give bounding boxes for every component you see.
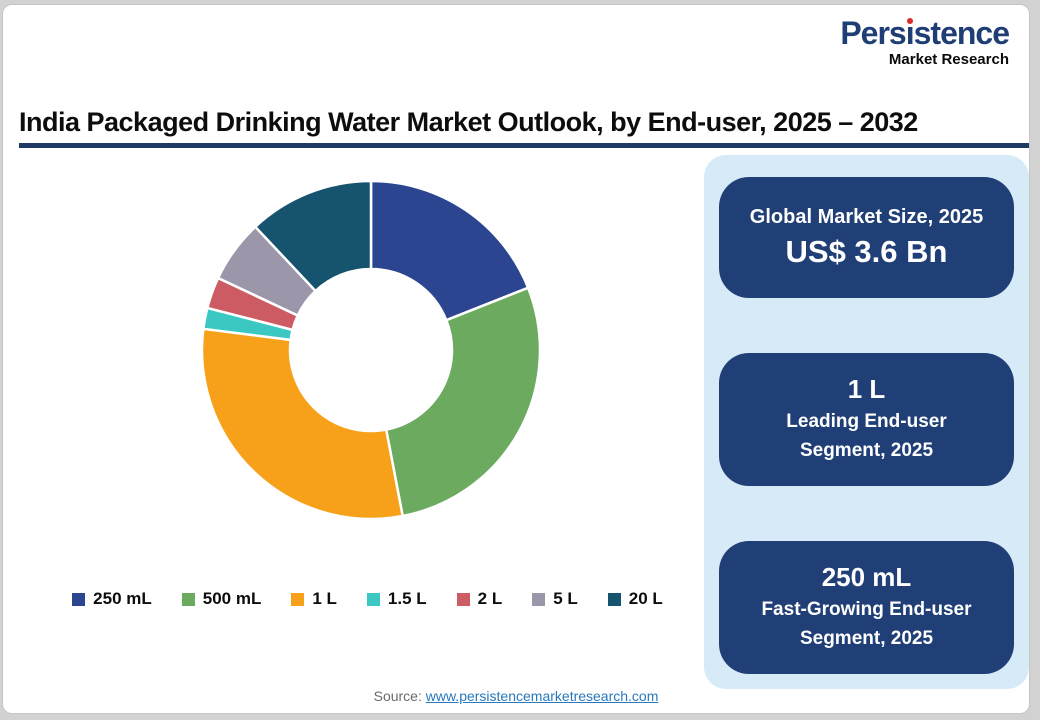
source-link[interactable]: www.persistencemarketresearch.com bbox=[425, 688, 659, 704]
donut-slice-20-l bbox=[254, 179, 373, 293]
stat-card-market-size: Global Market Size, 2025 US$ 3.6 Bn bbox=[719, 177, 1014, 298]
legend-item-20-l: 20 L bbox=[607, 589, 663, 609]
stat-card-value: 250 mL bbox=[821, 562, 912, 592]
legend-item-5-l: 5 L bbox=[532, 589, 578, 609]
legend-label: 1.5 L bbox=[387, 589, 427, 608]
legend-label: 1 L bbox=[312, 589, 337, 608]
legend-item-250-ml: 250 mL bbox=[72, 589, 152, 609]
stat-card-fast-growing-segment: 250 mL Fast-Growing End-user Segment, 20… bbox=[719, 541, 1014, 674]
legend-label: 500 mL bbox=[202, 589, 262, 608]
donut-slice-500-ml bbox=[384, 286, 542, 518]
legend-swatch-icon bbox=[72, 592, 86, 606]
stat-card-subtitle: Fast-Growing End-user Segment, 2025 bbox=[761, 596, 971, 653]
stat-card-value: US$ 3.6 Bn bbox=[785, 233, 948, 269]
page-title: India Packaged Drinking Water Market Out… bbox=[19, 107, 918, 137]
legend-item-1-l: 1 L bbox=[291, 589, 337, 609]
stat-card-leading-segment: 1 L Leading End-user Segment, 2025 bbox=[719, 353, 1014, 486]
legend-item-1-5-l: 1.5 L bbox=[366, 589, 427, 609]
donut-chart bbox=[198, 177, 544, 523]
logo-brand-i: ı bbox=[905, 15, 915, 51]
legend-swatch-icon bbox=[291, 592, 305, 606]
legend-label: 2 L bbox=[477, 589, 503, 608]
source-label: Source: bbox=[373, 688, 426, 704]
infographic-card: Persı stence Market Research India Packag… bbox=[2, 4, 1030, 714]
donut-slice-1-l bbox=[200, 327, 404, 521]
stat-card-subtitle-line2: Segment, 2025 bbox=[799, 439, 934, 461]
source-line: Source: www.persistencemarketresearch.co… bbox=[3, 688, 1029, 704]
stat-card-subtitle-line1: Leading End-user bbox=[786, 411, 947, 432]
legend-swatch-icon bbox=[532, 592, 546, 606]
stat-card-value: 1 L bbox=[847, 374, 886, 404]
legend-swatch-icon bbox=[607, 592, 621, 606]
logo-wordmark: Persı stence bbox=[840, 15, 1010, 51]
stat-card-heading: Global Market Size, 2025 bbox=[749, 205, 984, 228]
logo-tagline: Market Research bbox=[888, 51, 1009, 68]
logo-red-dot-icon bbox=[906, 18, 913, 24]
logo-brand-text: Pers bbox=[840, 15, 906, 51]
legend-item-500-ml: 500 mL bbox=[181, 589, 262, 609]
legend-swatch-icon bbox=[366, 592, 380, 606]
legend-label: 20 L bbox=[628, 589, 663, 608]
legend-swatch-icon bbox=[181, 592, 195, 606]
legend-label: 250 mL bbox=[93, 589, 152, 608]
title-underline bbox=[19, 143, 1029, 148]
stat-card-subtitle-line1: Fast-Growing End-user bbox=[761, 599, 972, 620]
legend-swatch-icon bbox=[456, 592, 470, 606]
highlights-panel: Global Market Size, 2025 US$ 3.6 Bn 1 L … bbox=[704, 155, 1029, 689]
logo-brand-text: stence bbox=[913, 15, 1010, 51]
legend-label: 5 L bbox=[553, 589, 578, 608]
stat-card-subtitle-line2: Segment, 2025 bbox=[799, 627, 934, 649]
legend-item-2-l: 2 L bbox=[456, 589, 503, 609]
brand-logo: Persı stence Market Research bbox=[840, 15, 1010, 68]
chart-legend: 250 mL 500 mL 1 L 1.5 L 2 L 5 L 20 L bbox=[3, 589, 706, 609]
stat-card-subtitle: Leading End-user Segment, 2025 bbox=[786, 408, 946, 465]
donut-svg bbox=[200, 179, 542, 521]
donut-slice-250-ml bbox=[369, 179, 530, 322]
